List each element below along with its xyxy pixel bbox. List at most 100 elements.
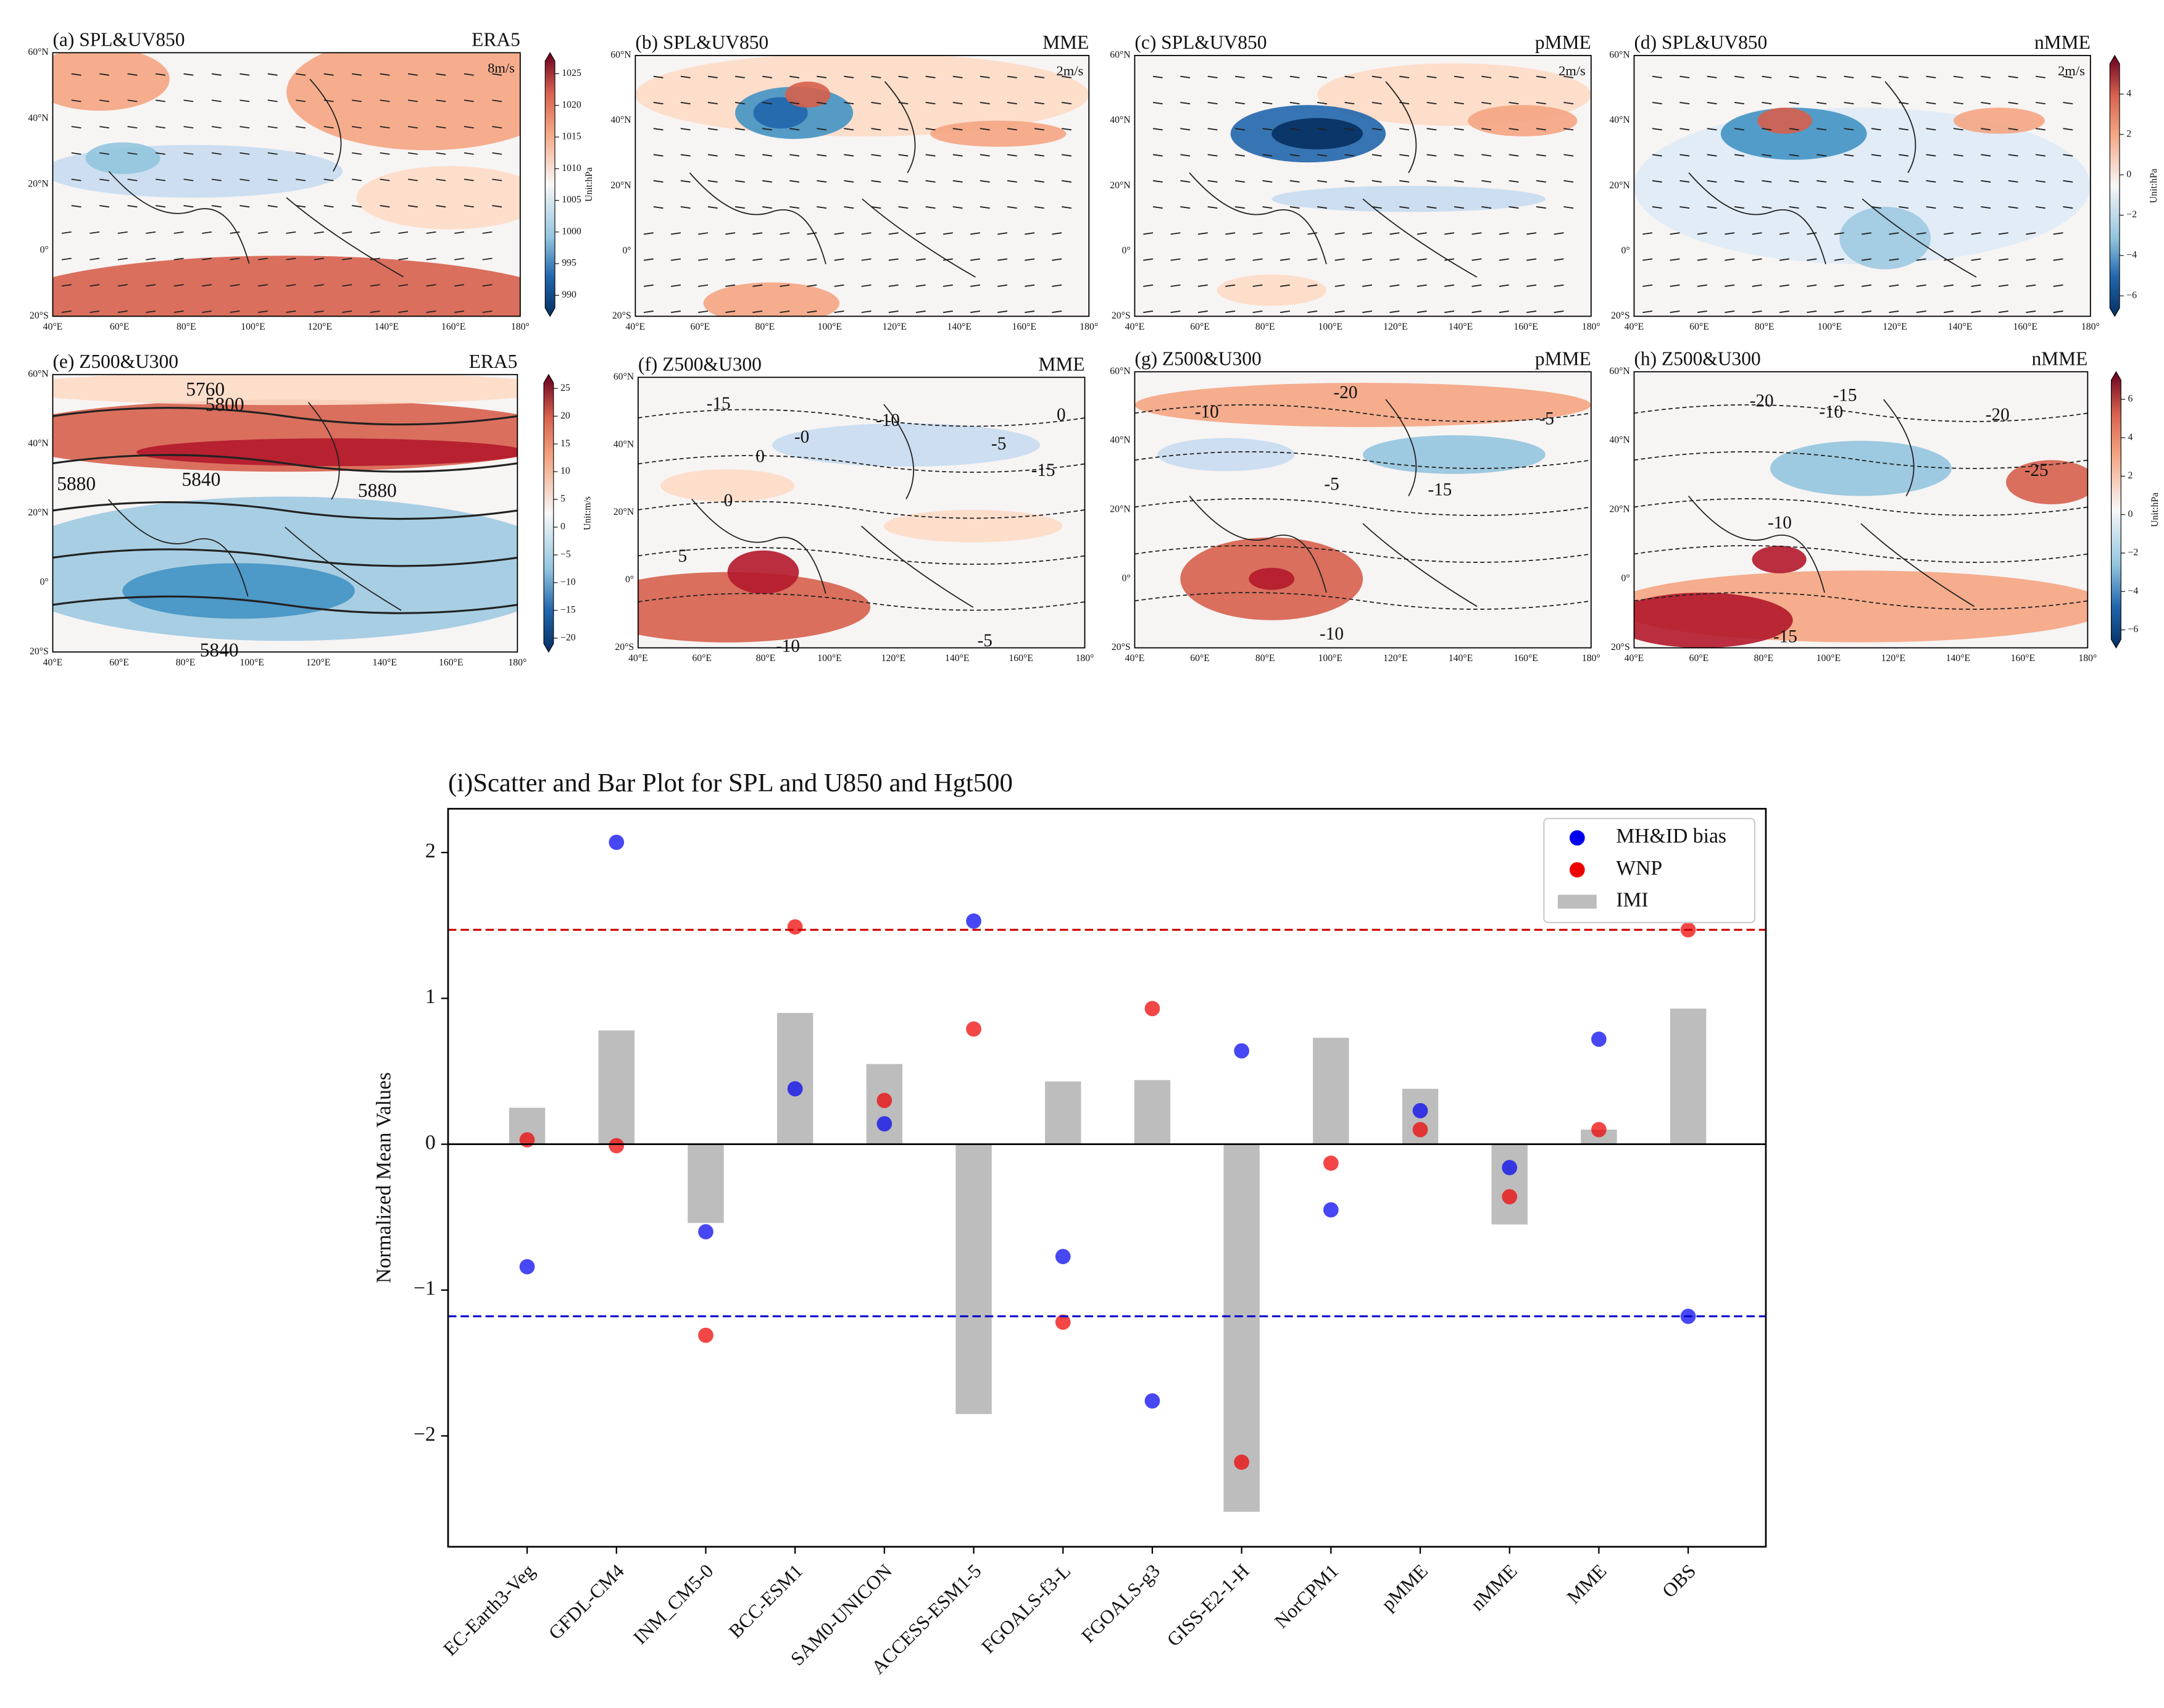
lon-tick-label: 180° — [1080, 322, 1098, 332]
wind-vector — [1180, 128, 1191, 131]
lat-tick-label: 20°S — [1611, 642, 1630, 652]
wind-vector — [1234, 102, 1245, 105]
wind-vector — [1899, 102, 1909, 105]
wind-vector — [1652, 154, 1662, 157]
wind-vector — [492, 73, 502, 76]
wind-vector — [1426, 180, 1437, 183]
wind-vector — [844, 128, 854, 131]
wind-vector — [183, 99, 194, 102]
wind-vector — [1417, 232, 1427, 235]
wind-vector — [183, 126, 194, 129]
wind-vector — [1916, 310, 1926, 314]
lon-tick-label: 180° — [511, 322, 530, 332]
contour-label: -15 — [1833, 385, 1857, 405]
wind-vector — [735, 102, 745, 105]
panel-label: nMME — [2034, 31, 2091, 53]
wind-vector — [454, 257, 465, 260]
wind-vector — [398, 284, 409, 287]
wind-vector — [2063, 180, 2073, 183]
contour-line — [1134, 592, 1591, 610]
wind-vector — [1334, 232, 1345, 235]
wind-vector — [1234, 128, 1245, 131]
scatter-point — [787, 1081, 803, 1097]
wind-vector — [2026, 258, 2036, 261]
wind-vector — [1981, 102, 1991, 105]
wind-vector — [1289, 206, 1300, 209]
wind-vector — [426, 231, 436, 234]
wind-vector — [2053, 232, 2063, 235]
wind-vector — [173, 231, 184, 234]
colorbar — [2110, 371, 2121, 649]
wind-vector — [1289, 128, 1300, 131]
scatter-point — [1323, 1156, 1339, 1171]
wind-vector — [1998, 258, 2008, 261]
colorbar-tick-label: −10 — [560, 577, 576, 587]
wind-vector — [1563, 154, 1574, 157]
colorbar — [544, 52, 556, 317]
wind-vector — [980, 206, 990, 209]
wind-vector — [780, 232, 790, 235]
wind-vector — [752, 232, 763, 235]
wind-vector — [211, 178, 222, 181]
colorbar-tick-label: 990 — [562, 290, 576, 300]
wind-vector — [380, 99, 390, 102]
contour-line — [52, 548, 518, 567]
contour-label: -10 — [1819, 402, 1843, 422]
wind-vector — [286, 257, 296, 260]
colorbar-unit: Unit:hPa — [2150, 493, 2160, 527]
lon-tick-label: 60°E — [110, 322, 130, 332]
lon-tick-label: 100°E — [241, 322, 265, 332]
wind-vector — [1234, 75, 1245, 78]
lon-tick-label: 140°E — [947, 322, 972, 332]
wind-vector — [861, 284, 872, 287]
wind-vector — [267, 126, 278, 129]
wind-vector — [61, 310, 72, 313]
wind-vector — [898, 180, 909, 183]
wind-vector — [1670, 284, 1680, 287]
wind-vector — [762, 206, 772, 209]
wind-vector — [707, 206, 718, 209]
wind-vector — [183, 152, 194, 155]
x-tick-label: pMME — [1377, 1560, 1432, 1615]
wind-vector — [117, 284, 128, 287]
lon-tick-label: 80°E — [756, 653, 776, 664]
wind-vector — [1334, 284, 1345, 287]
wind-vector — [970, 232, 980, 235]
wind-vector — [407, 205, 418, 208]
wind-vector — [1262, 180, 1273, 183]
wind-vector — [1725, 258, 1735, 261]
wind-vector — [1807, 258, 1817, 261]
wind-vector — [1399, 128, 1410, 131]
wind-vector — [155, 205, 165, 208]
lon-tick-label: 160°E — [2013, 322, 2037, 332]
scatter-point — [1323, 1202, 1339, 1218]
wind-vector — [752, 284, 763, 287]
wind-vector — [1280, 284, 1290, 287]
wind-vector — [1371, 154, 1382, 157]
wind-vector — [1679, 75, 1690, 78]
lat-tick-label: 0° — [40, 244, 49, 255]
wind-vector — [1454, 154, 1464, 157]
wind-vector — [202, 284, 212, 287]
wind-vector — [257, 257, 268, 260]
map-panel — [1634, 55, 2091, 317]
lon-tick-label: 140°E — [1449, 653, 1473, 664]
wind-vector — [99, 152, 110, 155]
wind-vector — [398, 257, 409, 260]
lon-tick-label: 160°E — [1513, 322, 1538, 332]
map-field — [930, 120, 1067, 147]
wind-vector — [370, 257, 380, 260]
wind-vector — [352, 99, 362, 102]
wind-vector — [1426, 75, 1437, 78]
wind-vector — [1234, 180, 1245, 183]
wind-vector — [407, 178, 418, 181]
wind-vector — [915, 310, 926, 314]
wind-vector — [482, 310, 493, 313]
wind-vector — [1707, 102, 1717, 105]
wind-vector — [1899, 180, 1909, 183]
wind-vector — [323, 99, 334, 102]
wind-vector — [1444, 232, 1455, 235]
wind-vector — [1889, 284, 1899, 287]
wind-vector — [1554, 232, 1564, 235]
wind-vector — [1916, 258, 1926, 261]
